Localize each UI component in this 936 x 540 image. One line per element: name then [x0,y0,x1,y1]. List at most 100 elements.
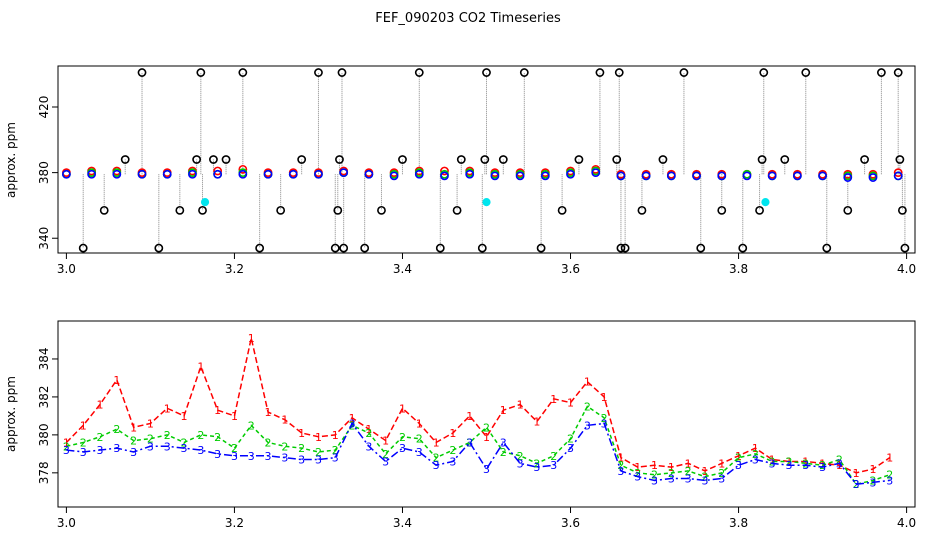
series-1-marker: 1 [97,399,104,412]
series-3-point [742,171,752,181]
series-1-marker: 1 [80,419,87,432]
page-title: FEF_090203 CO2 Timeseries [375,11,561,26]
outlier-point [99,205,109,215]
series-3-point [490,171,500,181]
series-2-marker: 2 [97,431,104,444]
series-2-marker: 2 [382,448,389,461]
panel-1-ylabel: approx. ppm [4,122,18,198]
series-3-marker: 3 [886,474,893,487]
series-2-marker: 2 [449,444,456,457]
outlier-point [120,155,130,164]
series-3-marker: 3 [231,450,238,463]
series-3-marker: 3 [735,459,742,472]
series-3-point [339,168,349,178]
panel-2-frame [57,320,916,508]
outlier-point [614,68,624,77]
series-2-marker: 2 [248,419,255,432]
series-1-marker: 1 [433,436,440,449]
series-1-marker: 1 [533,416,540,429]
series-3-marker: 3 [181,442,188,455]
outlier-point [757,155,767,164]
y-tick-label: 384 [37,348,51,371]
series-1-point [893,168,903,178]
y-tick-label: 380 [37,161,51,184]
series-1-marker: 1 [836,459,843,472]
series-3-point [893,171,903,181]
outlier-point [414,68,424,77]
outlier-point [297,155,307,164]
series-2-marker: 2 [197,429,204,442]
outlier-point [337,68,347,77]
series-1-marker: 1 [399,402,406,415]
outlier-point [843,205,853,215]
outlier-point [154,243,164,253]
x-tick-label: 3.4 [393,262,412,276]
series-3-marker: 3 [802,459,809,472]
series-3-point [389,171,399,181]
series-1-marker: 1 [752,442,759,455]
series-3-line [66,422,890,486]
flag-point [761,198,770,207]
outlier-point [759,68,769,77]
series-1-marker: 1 [735,450,742,463]
series-3-marker: 3 [365,440,372,453]
series-3-point [213,169,223,179]
y-tick-label: 378 [37,461,51,484]
series-1-marker: 1 [466,410,473,423]
outlier-point [78,243,88,253]
series-3-point [87,169,97,179]
series-2-marker: 2 [651,469,658,482]
x-tick-label: 3.8 [729,516,748,530]
series-2-marker: 2 [500,446,507,459]
series-3-marker: 3 [550,459,557,472]
outlier-point [595,68,605,77]
series-3-marker: 3 [668,473,675,486]
series-2-marker: 2 [634,467,641,480]
series-3-point [263,169,273,179]
outlier-point [198,205,207,215]
series-2-marker: 2 [668,467,675,480]
series-3-marker: 3 [584,419,591,432]
series-1-marker: 1 [685,457,692,470]
series-3-point [767,171,777,181]
series-3-marker: 3 [265,450,272,463]
series-2-marker: 2 [567,433,574,446]
series-1-marker: 1 [382,435,389,448]
series-3-point [112,169,122,179]
series-1-marker: 1 [416,417,423,430]
series-3-marker: 3 [685,473,692,486]
series-2-marker: 2 [63,440,70,453]
series-3-point [591,168,601,178]
series-3-point [364,169,374,179]
series-2-marker: 2 [332,444,339,457]
series-3-marker: 3 [315,454,322,467]
series-1-marker: 1 [113,374,120,387]
outlier-point [780,155,790,164]
series-2-marker: 2 [298,442,305,455]
series-1-marker: 1 [265,406,272,419]
outlier-point [330,243,340,253]
x-tick-label: 4.0 [897,262,916,276]
series-3-point [314,169,323,179]
series-2-marker: 2 [130,435,137,448]
series-2-marker: 2 [735,452,742,465]
outlier-point [557,205,567,215]
series-3-marker: 3 [869,476,876,489]
series-2-marker: 2 [231,442,238,455]
outlier-point [255,243,265,253]
outlier-point [876,68,886,77]
series-1-marker: 1 [550,393,557,406]
series-1-point [440,166,449,176]
series-3-point [288,169,298,179]
outlier-point [137,68,147,77]
series-1-marker: 1 [701,465,708,478]
panel-1-frame [57,65,916,254]
series-1-marker: 1 [63,436,70,449]
series-2-marker: 2 [315,446,322,459]
series-3-marker: 3 [80,446,87,459]
outlier-point [738,243,748,253]
series-3-marker: 3 [853,478,860,491]
series-2-marker: 2 [869,474,876,487]
series-3-point [188,169,197,179]
